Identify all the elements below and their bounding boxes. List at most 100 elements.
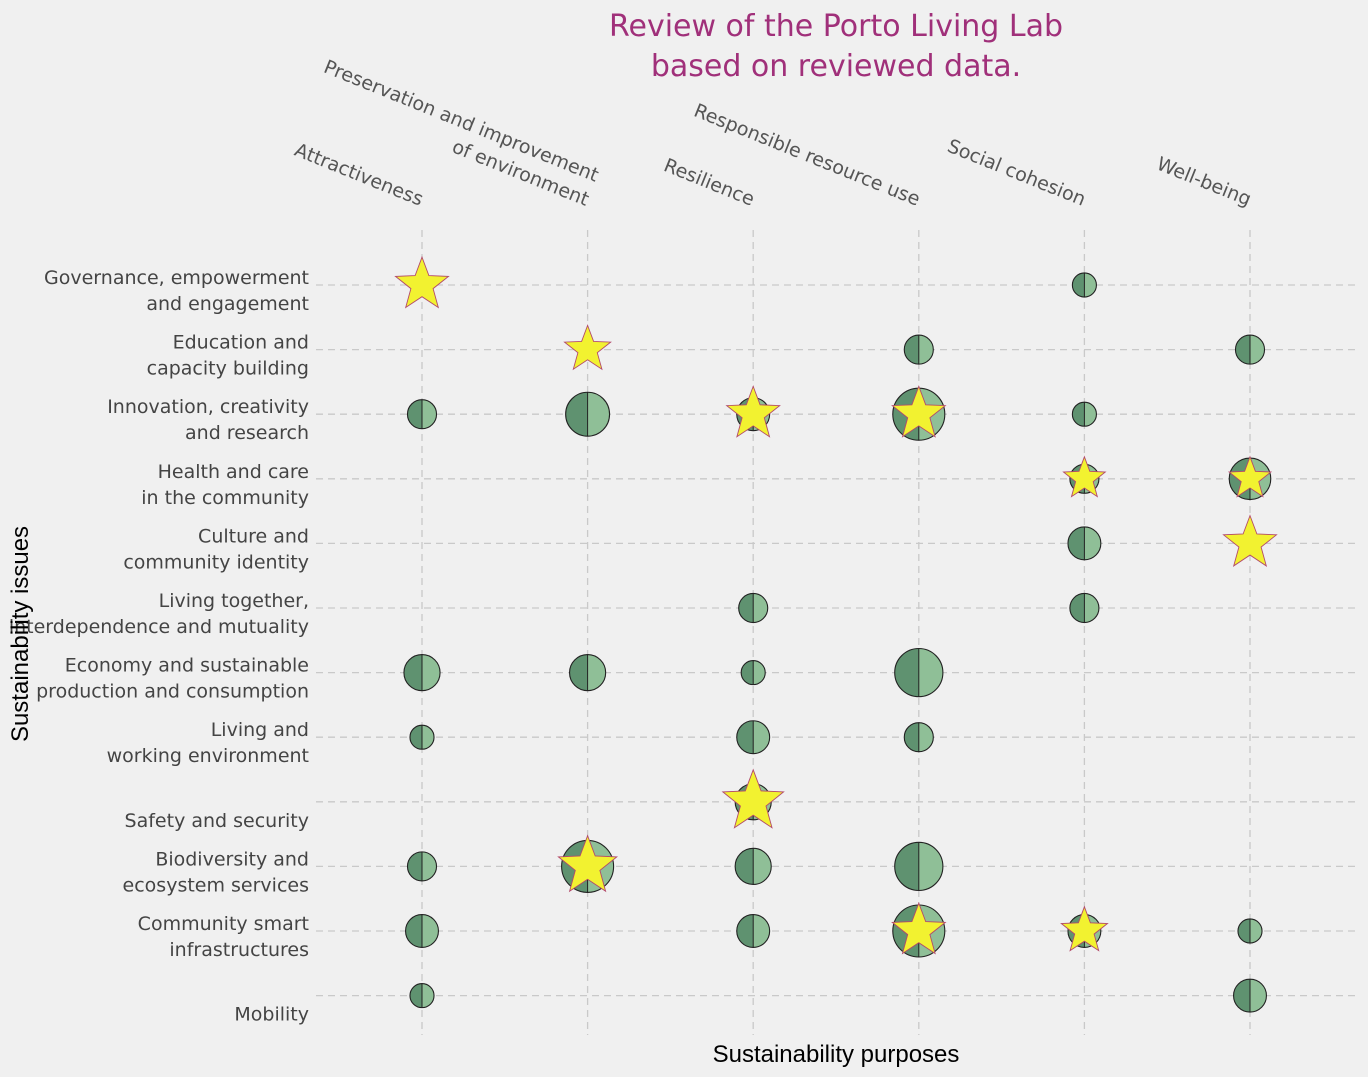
bubble-point [1069, 592, 1100, 624]
bubble-right-half [1250, 918, 1263, 944]
bubble-outline [734, 847, 772, 886]
bubble-left-half [1237, 918, 1250, 944]
bubble-right-half [753, 660, 766, 685]
bubble-left-half [736, 720, 754, 754]
star-point [557, 834, 619, 893]
x-axis-title: Sustainability purposes [713, 1041, 960, 1068]
bubble-outline [409, 983, 435, 1009]
bubble-right-half [587, 392, 610, 437]
bubble-right-half [753, 914, 770, 948]
bubble-outline [403, 653, 441, 692]
bubble-right-half [1084, 272, 1097, 298]
bubble-outline [405, 914, 439, 948]
bubble-point [1071, 401, 1097, 427]
y-tick-label: Mobility [234, 1004, 309, 1026]
bubble-point [1071, 272, 1097, 298]
bubble-outline [406, 399, 438, 430]
bubble-left-half [1233, 979, 1250, 1013]
bubble-left-half [738, 593, 754, 623]
bubble-left-half [1235, 335, 1250, 365]
bubble-left-half [409, 725, 422, 750]
bubble-outline [740, 660, 766, 686]
bubble-outline [736, 720, 771, 755]
bubble-outline [409, 724, 435, 750]
bubble-left-half [894, 648, 919, 697]
bubble-right-half [1084, 593, 1099, 623]
bubble-outline [894, 841, 944, 892]
bubble-left-half [1069, 593, 1085, 623]
star-point [1062, 455, 1107, 498]
bubble-right-half [918, 722, 934, 752]
bubble-point [1237, 918, 1263, 944]
bubble-point [406, 399, 438, 430]
bubble-outline [1071, 272, 1097, 298]
bubble-outline [565, 391, 611, 437]
bubble-outline [738, 592, 769, 624]
bubble-point [903, 722, 934, 753]
bubble-point [736, 914, 771, 948]
bubble-point [1233, 978, 1267, 1013]
bubble-right-half [918, 648, 943, 697]
bubble-left-half [735, 848, 754, 885]
grid-layer [316, 230, 1360, 1035]
y-tick-label: Culture and community identity [123, 525, 309, 573]
bubble-right-half [587, 654, 606, 691]
star-point [563, 324, 612, 371]
x-tick-label: Well-being [1153, 153, 1254, 211]
y-tick-label: Governance, empowerment and engagement [44, 267, 309, 315]
bubble-left-half [894, 842, 919, 891]
bubble-outline [736, 914, 771, 948]
bubble-point [406, 851, 438, 882]
bubble-left-half [1067, 526, 1085, 560]
bubble-left-half [904, 335, 919, 365]
bubble-outline [1234, 334, 1266, 365]
star-point [1222, 514, 1278, 567]
bubble-point [403, 653, 441, 692]
y-tick-label: Safety and security [125, 810, 309, 832]
bubble-left-half [904, 722, 919, 752]
star-point [891, 385, 947, 438]
bubble-point [409, 724, 435, 750]
bubble-point [1234, 334, 1266, 365]
star-point [394, 255, 450, 309]
bubble-right-half [753, 593, 768, 623]
star-point [1060, 905, 1109, 952]
star-layer [394, 255, 1278, 955]
bubble-right-half [422, 654, 441, 691]
y-tick-label: Education and capacity building [147, 332, 309, 380]
bubble-left-half [569, 654, 588, 691]
x-tick-label: Attractiveness [291, 139, 426, 211]
y-tick-label: Living together, interdependence and mutu… [9, 590, 309, 638]
bubble-right-half [918, 335, 934, 365]
bubble-point [736, 720, 771, 755]
y-tick-label: Economy and sustainable production and co… [36, 655, 309, 703]
bubble-point [1067, 526, 1102, 561]
bubble-point [405, 914, 439, 948]
bubble-point [903, 334, 934, 365]
star-point [891, 901, 947, 955]
bubble-outline [1071, 401, 1097, 427]
bubble-outline [903, 334, 934, 365]
bubble-left-half [1072, 272, 1085, 298]
bubble-outline [903, 722, 934, 753]
star-point [1227, 455, 1273, 498]
bubble-left-half [403, 654, 422, 691]
bubble-right-half [1084, 402, 1097, 427]
bubble-right-half [422, 914, 439, 948]
bubble-outline [1233, 978, 1267, 1013]
y-tick-label: Living and working environment [107, 719, 309, 767]
bubble-point [894, 647, 944, 698]
bubble-left-half [407, 851, 422, 881]
bubble-point [738, 592, 769, 624]
label-layer: Governance, empowerment and engagement Edu… [9, 56, 1255, 1026]
bubble-right-half [422, 399, 437, 429]
star-point [721, 768, 785, 829]
bubble-point [409, 983, 435, 1009]
bubble-layer [403, 272, 1272, 1013]
bubble-point [734, 847, 772, 886]
chart-title-line-2: based on reviewed data. [651, 49, 1021, 84]
bubble-right-half [1250, 335, 1265, 365]
bubble-left-half [407, 399, 422, 429]
